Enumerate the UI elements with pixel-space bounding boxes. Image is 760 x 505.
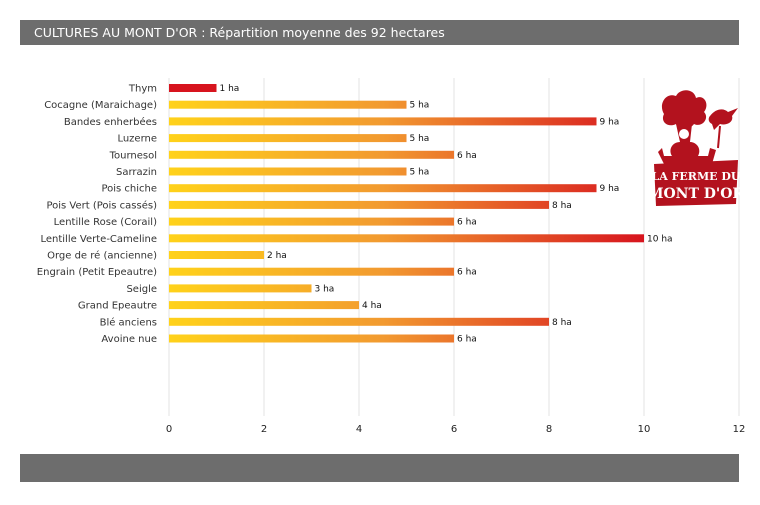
category-label: Seigle [126, 284, 157, 295]
value-label: 5 ha [410, 134, 430, 144]
bar [169, 100, 407, 109]
logo-figure [658, 124, 716, 164]
category-label: Cocagne (Maraichage) [44, 100, 157, 111]
value-label: 10 ha [647, 234, 673, 244]
x-tick-label: 8 [546, 424, 552, 435]
category-label: Lentille Verte-Cameline [40, 234, 157, 245]
bar [169, 167, 407, 176]
bar [169, 184, 597, 193]
x-tick-label: 4 [356, 424, 362, 435]
ferme-mont-dor-logo: LA FERME DU MONT D'OR [650, 90, 742, 206]
logo-branch [717, 125, 721, 149]
x-tick-label: 2 [261, 424, 267, 435]
logo-tree-crown [661, 90, 707, 129]
bar [169, 150, 454, 159]
category-label: Sarrazin [116, 167, 157, 178]
value-label: 8 ha [552, 201, 572, 211]
value-label: 2 ha [267, 251, 287, 261]
value-label: 1 ha [220, 84, 240, 94]
bar [169, 217, 454, 226]
bar [169, 251, 264, 259]
x-axis-ticks: 0 2 4 6 8 10 12 [166, 424, 746, 435]
category-label: Avoine nue [101, 334, 157, 345]
category-label: Lentille Rose (Corail) [54, 217, 157, 228]
bar [169, 234, 644, 243]
x-tick-label: 12 [733, 424, 746, 435]
logo-face [679, 129, 689, 139]
value-label: 5 ha [410, 101, 430, 111]
value-label: 6 ha [457, 151, 477, 161]
value-label: 6 ha [457, 268, 477, 278]
logo-text-panel [654, 160, 738, 206]
bar [169, 334, 454, 343]
x-tick-label: 10 [638, 424, 651, 435]
x-tick-label: 0 [166, 424, 172, 435]
value-label: 4 ha [362, 301, 382, 311]
value-label: 8 ha [552, 318, 572, 328]
bar [169, 284, 312, 293]
category-labels: Thym Cocagne (Maraichage) Bandes enherbées… [37, 84, 157, 346]
category-label: Pois chiche [101, 184, 157, 195]
category-label: Luzerne [117, 134, 157, 145]
x-tick-label: 6 [451, 424, 457, 435]
category-label: Blé anciens [100, 316, 157, 328]
category-label: Grand Epeautre [78, 301, 157, 312]
value-labels: 1 ha 5 ha 9 ha 5 ha 6 ha 5 ha 9 ha 8 ha 6 ha 10 h… [220, 84, 673, 345]
logo-text-line1: LA FERME DU [652, 170, 741, 183]
chart-title: CULTURES AU MONT D'OR : Répartition moye… [34, 25, 445, 40]
bar [169, 134, 407, 143]
gridlines [168, 78, 740, 416]
bar [169, 200, 549, 209]
category-label: Orge de ré (ancienne) [47, 250, 157, 262]
bar [169, 317, 549, 326]
bar [169, 267, 454, 276]
footer-bar [20, 454, 739, 482]
value-label: 5 ha [410, 168, 430, 178]
chart-title-bar: CULTURES AU MONT D'OR : Répartition moye… [20, 20, 739, 45]
category-label: Tournesol [109, 150, 157, 161]
value-label: 6 ha [457, 218, 477, 228]
value-label: 9 ha [600, 184, 620, 194]
bars [169, 84, 644, 343]
category-label: Pois Vert (Pois cassés) [46, 199, 157, 211]
value-label: 3 ha [315, 284, 335, 294]
category-label: Bandes enherbées [64, 116, 157, 128]
bar [169, 117, 597, 126]
value-label: 6 ha [457, 335, 477, 345]
bar [169, 301, 359, 310]
logo-text-line2: MONT D'OR [650, 186, 742, 202]
category-label: Thym [128, 84, 157, 95]
category-label: Engrain (Petit Epeautre) [37, 267, 157, 278]
logo-bird [708, 108, 738, 130]
bar [169, 84, 217, 92]
value-label: 9 ha [600, 117, 620, 127]
